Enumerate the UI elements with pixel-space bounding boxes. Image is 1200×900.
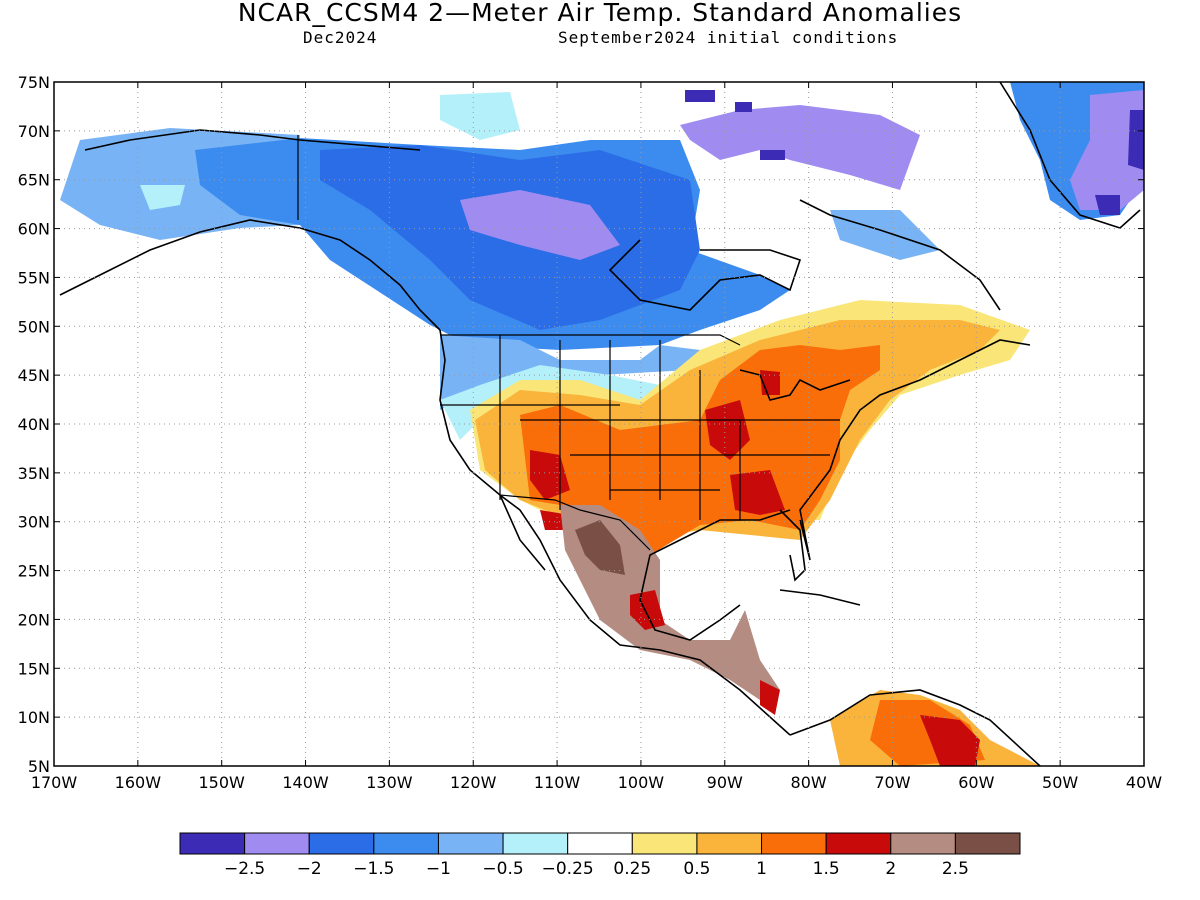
colorbar-label: −2 (297, 859, 322, 879)
east-coast (799, 339, 1031, 561)
lon-tick-label: 80W (791, 773, 827, 792)
colorbar-labels: −2.5 −2 −1.5 −1 −0.5 −0.25 0.25 0.5 1 1.5 2 2.5 (224, 859, 969, 879)
lon-tick-label: 60W (958, 773, 994, 792)
latitude-ticks (54, 81, 1144, 767)
lon-tick-label: 110W (534, 773, 581, 792)
lat-tick-label: 55N (18, 268, 50, 287)
lon-tick-label: 90W (707, 773, 743, 792)
greenland-purple (1070, 90, 1144, 210)
colorbar-label: −1 (426, 859, 451, 879)
lat-tick-label: 70N (18, 122, 50, 141)
lat-tick-label: 50N (18, 317, 50, 336)
colorbar-label: −2.5 (224, 859, 265, 879)
colorbar-swatch (631, 832, 698, 855)
colorbar-swatch (825, 832, 892, 855)
colorbar-swatch (373, 832, 439, 855)
lon-tick-label: 70W (874, 773, 910, 792)
greenland-dark-purple (1095, 110, 1144, 215)
lat-tick-label: 10N (18, 708, 50, 727)
colorbar-swatch (502, 832, 569, 855)
lat-tick-label: 20N (18, 610, 50, 629)
colorbar-label: −0.25 (542, 859, 594, 879)
us-canada-border (440, 334, 741, 346)
state-lines-h1 (440, 404, 840, 491)
alaska-pale-blue (140, 92, 520, 210)
lat-tick-label: 25N (18, 562, 50, 581)
alaska-coast (59, 219, 441, 331)
colorbar-swatch (954, 832, 1021, 855)
colorbar-swatch (179, 832, 246, 855)
lon-tick-label: 170W (31, 773, 78, 792)
colorbar (179, 832, 1021, 855)
political-borders (297, 135, 840, 551)
lon-tick-label: 150W (199, 773, 246, 792)
colorbar-label: 2 (885, 859, 896, 879)
colorbar-swatch (437, 832, 504, 855)
us-red (530, 370, 785, 530)
lon-tick-label: 140W (282, 773, 329, 792)
coastlines (59, 82, 1141, 766)
colorbar-swatch (308, 832, 375, 855)
lat-tick-label: 65N (18, 171, 50, 190)
lat-tick-label: 75N (18, 73, 50, 92)
lat-tick-label: 5N (28, 757, 50, 776)
lon-tick-label: 40W (1126, 773, 1162, 792)
colorbar-swatch (567, 832, 633, 855)
florida (779, 509, 806, 582)
southamerica-coast (789, 689, 1041, 766)
lat-tick-label: 35N (18, 464, 50, 483)
lon-tick-label: 130W (366, 773, 413, 792)
arctic-dark-purple (685, 90, 785, 160)
state-lines-v1 (499, 335, 741, 520)
colorbar-swatch (761, 832, 827, 855)
colorbar-label: −1.5 (353, 859, 394, 879)
colorbar-label: 2.5 (942, 859, 969, 879)
arctic-archipelago-purple (680, 105, 920, 190)
pacific-pale-blue (440, 365, 660, 440)
baja (499, 494, 546, 571)
lon-tick-label: 50W (1042, 773, 1078, 792)
latitude-labels: 75N 70N 65N 60N 55N 50N 45N 40N 35N 30N 25N 20N 15N 1… (18, 73, 50, 776)
colorbar-label: 0.25 (613, 859, 651, 879)
lat-tick-label: 15N (18, 659, 50, 678)
colorbar-swatch (890, 832, 956, 855)
longitude-labels: 170W 160W 150W 140W 130W 120W 110W 100W 90W 80W 70… (31, 773, 1162, 792)
anomaly-shading (60, 82, 1144, 766)
colorbar-label: 1 (756, 859, 767, 879)
hudson-bay-purple (460, 190, 620, 260)
colorbar-label: 1.5 (813, 859, 840, 879)
mexico-red (630, 590, 780, 715)
colorbar-label: −0.5 (482, 859, 523, 879)
lon-tick-label: 100W (618, 773, 665, 792)
lat-tick-label: 30N (18, 513, 50, 532)
us-mexico-border (499, 494, 651, 551)
longitude-ticks (53, 82, 1145, 766)
lon-tick-label: 120W (450, 773, 497, 792)
colorbar-label: 0.5 (683, 859, 710, 879)
lon-tick-label: 160W (115, 773, 162, 792)
lat-tick-label: 40N (18, 415, 50, 434)
alaska-north-coast (84, 129, 421, 151)
valid-month-label: Dec2024 (303, 28, 378, 47)
map-title: NCAR_CCSM4 2—Meter Air Temp. Standard An… (237, 0, 963, 27)
labrador-blue (830, 210, 940, 260)
lat-tick-label: 45N (18, 366, 50, 385)
lat-tick-label: 60N (18, 220, 50, 239)
west-coast (439, 329, 791, 736)
southamerica-red (920, 715, 980, 766)
mexico-dark-brown (575, 520, 625, 575)
greenland-coast (999, 82, 1141, 229)
init-conditions-label: September2024 initial conditions (558, 28, 899, 47)
labrador-coast (799, 199, 1001, 311)
colorbar-swatch (244, 832, 310, 855)
colorbar-swatch (696, 832, 763, 855)
cuba (779, 589, 861, 606)
graticule (54, 82, 1144, 766)
